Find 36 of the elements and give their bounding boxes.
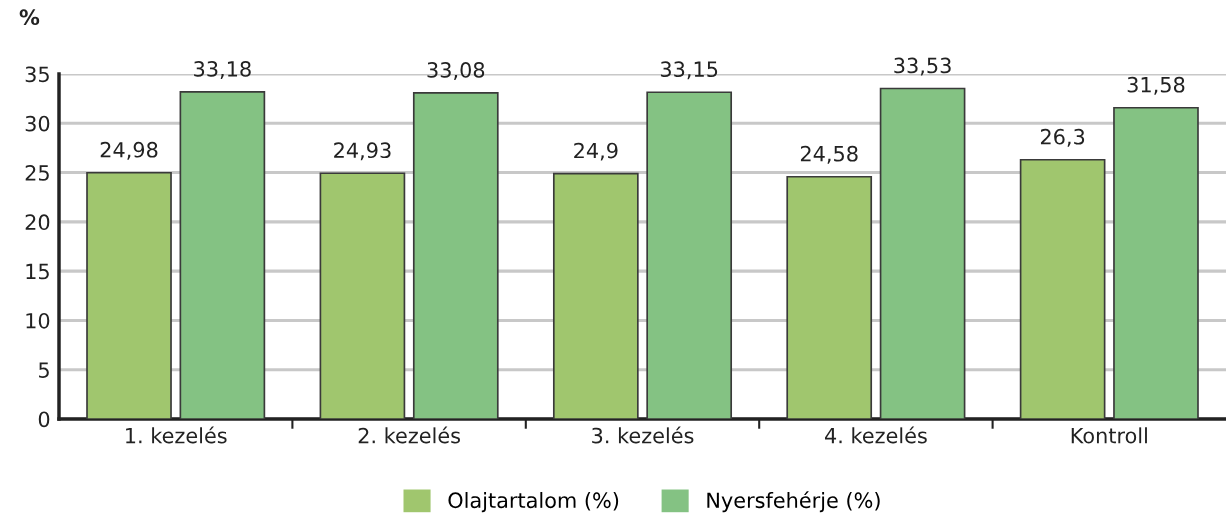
data-label: 33,18 (194, 61, 251, 79)
y-tick-label: 5 (39, 362, 49, 378)
data-label: 24,9 (574, 142, 618, 161)
bar (552, 172, 639, 419)
y-tick-label: 10 (26, 312, 50, 329)
data-label: 31,58 (1127, 76, 1185, 95)
x-tick-label: 3. kezelés (592, 426, 694, 444)
x-tick-label: 4. kezelés (825, 426, 927, 444)
bar (319, 172, 406, 419)
bar (786, 175, 873, 419)
bar (86, 171, 172, 419)
legend-label: Olajtartalom (%) (448, 492, 619, 513)
x-tick-label: 1. kezelés (126, 426, 227, 444)
bar (179, 91, 266, 419)
bar (1019, 158, 1106, 419)
bar (1113, 106, 1199, 419)
x-tick-label: 2. kezelés (358, 426, 460, 444)
y-tick-label: 20 (25, 214, 50, 231)
data-label: 24,93 (334, 142, 391, 161)
y-tick-label: 0 (38, 411, 50, 428)
bar (412, 92, 499, 419)
data-label: 33,53 (894, 57, 951, 76)
data-label: 33,08 (427, 62, 485, 80)
bar (879, 87, 966, 419)
data-label: 24,98 (100, 141, 158, 160)
data-label: 33,15 (660, 61, 718, 80)
bar (646, 91, 733, 419)
y-tick-label: 25 (25, 165, 49, 181)
data-label: 24,58 (800, 145, 858, 164)
legend-label: Nyersfehérje (%) (707, 491, 880, 513)
data-label: 26,3 (1040, 128, 1085, 147)
y-axis-title: % (19, 9, 40, 26)
y-tick-label: 35 (25, 66, 49, 83)
x-tick-label: Kontroll (1071, 427, 1147, 444)
y-tick-label: 30 (25, 115, 50, 132)
y-tick-label: 15 (26, 263, 49, 280)
